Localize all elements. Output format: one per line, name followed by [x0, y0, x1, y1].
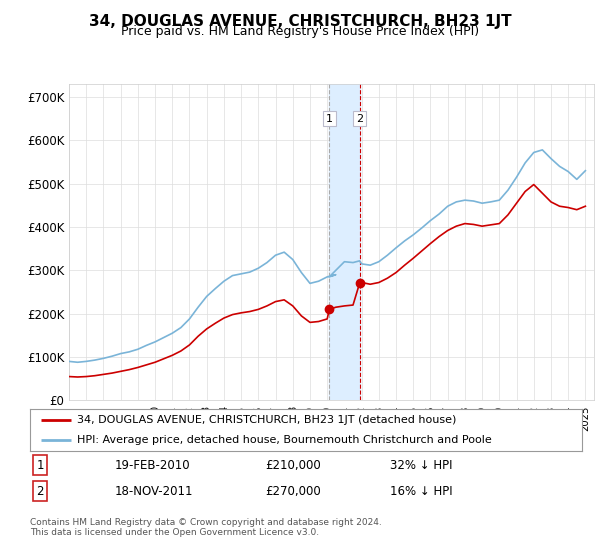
Text: 18-NOV-2011: 18-NOV-2011 — [115, 485, 193, 498]
Text: 1: 1 — [326, 114, 333, 124]
Text: 34, DOUGLAS AVENUE, CHRISTCHURCH, BH23 1JT (detached house): 34, DOUGLAS AVENUE, CHRISTCHURCH, BH23 1… — [77, 415, 456, 425]
Text: 2: 2 — [356, 114, 363, 124]
Bar — [329, 84, 359, 400]
Text: 16% ↓ HPI: 16% ↓ HPI — [390, 485, 452, 498]
Text: 19-FEB-2010: 19-FEB-2010 — [115, 459, 191, 472]
Text: Price paid vs. HM Land Registry's House Price Index (HPI): Price paid vs. HM Land Registry's House … — [121, 25, 479, 38]
Text: 2: 2 — [36, 485, 44, 498]
Text: HPI: Average price, detached house, Bournemouth Christchurch and Poole: HPI: Average price, detached house, Bour… — [77, 435, 491, 445]
Text: 32% ↓ HPI: 32% ↓ HPI — [390, 459, 452, 472]
Text: 34, DOUGLAS AVENUE, CHRISTCHURCH, BH23 1JT: 34, DOUGLAS AVENUE, CHRISTCHURCH, BH23 1… — [89, 14, 511, 29]
Text: Contains HM Land Registry data © Crown copyright and database right 2024.: Contains HM Land Registry data © Crown c… — [30, 518, 382, 527]
Text: 1: 1 — [36, 459, 44, 472]
Text: £270,000: £270,000 — [265, 485, 321, 498]
Text: This data is licensed under the Open Government Licence v3.0.: This data is licensed under the Open Gov… — [30, 528, 319, 536]
Text: £210,000: £210,000 — [265, 459, 321, 472]
